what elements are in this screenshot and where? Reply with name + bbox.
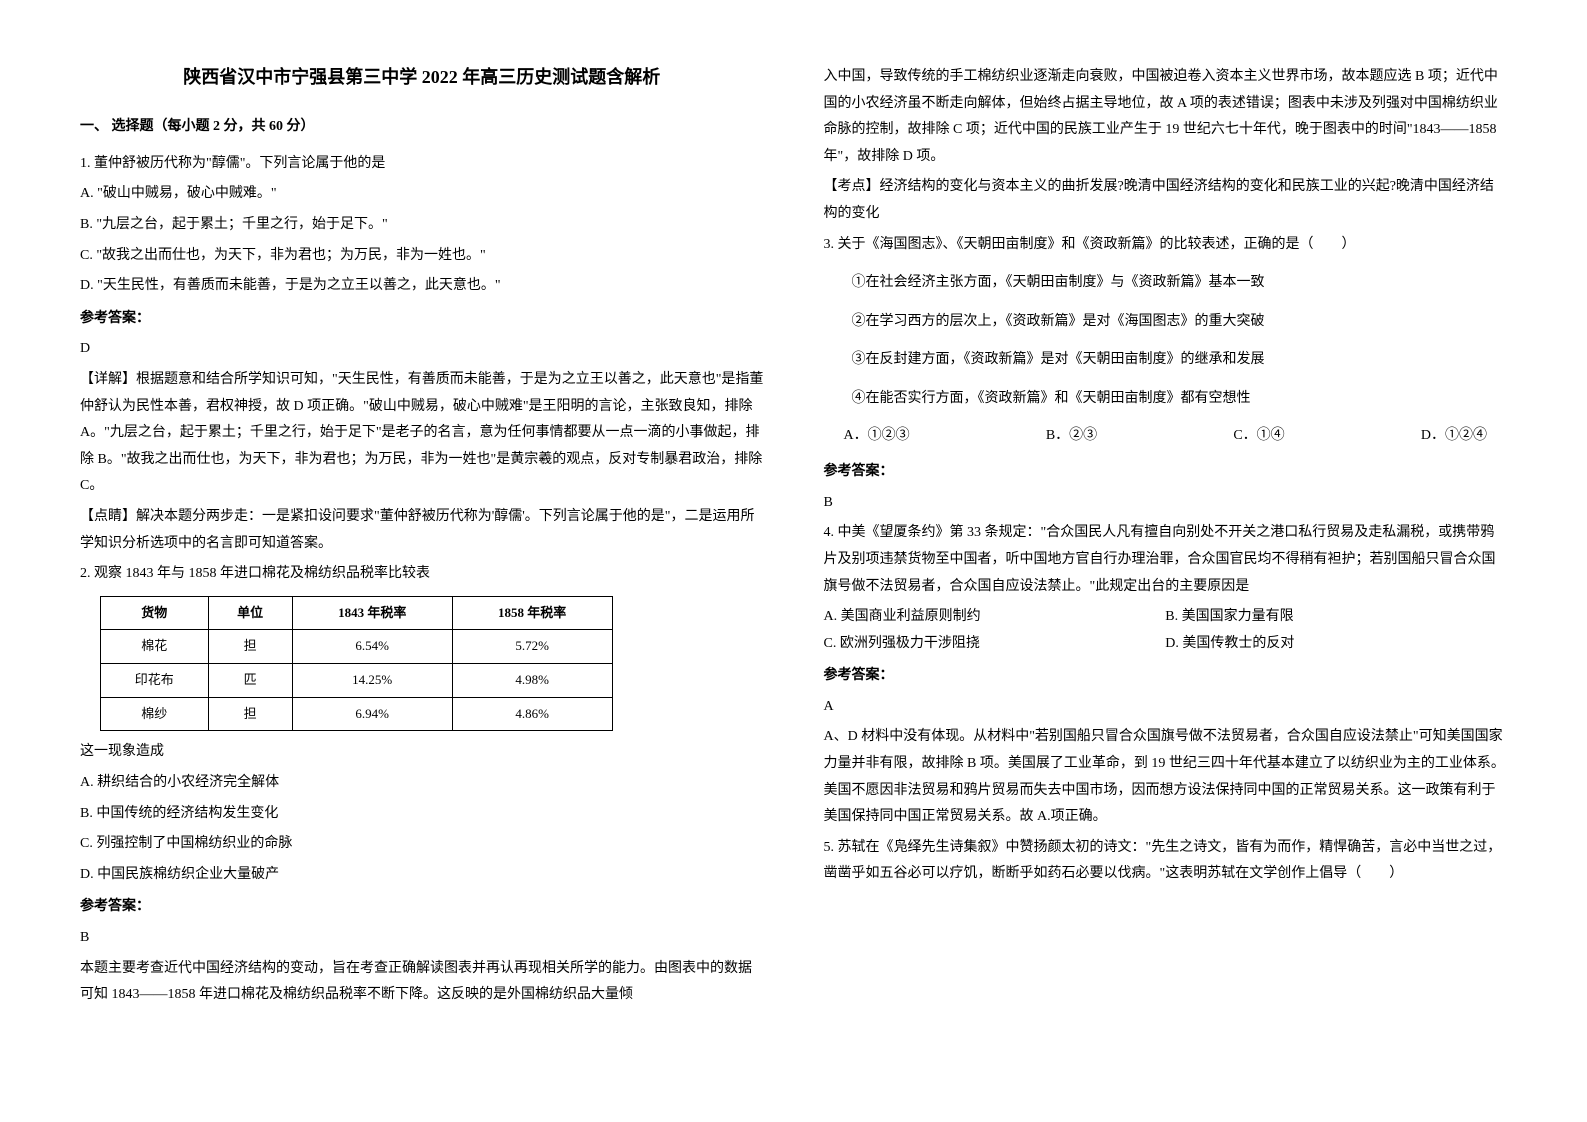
cell: 6.94% — [292, 697, 452, 731]
cell: 4.98% — [452, 664, 612, 698]
cell: 担 — [208, 630, 292, 664]
q1-option-b: B. "九层之台，起于累土；千里之行，始于足下。" — [80, 212, 764, 239]
answer-label: 参考答案： — [80, 894, 764, 921]
q2-option-d: D. 中国民族棉纺织企业大量破产 — [80, 862, 764, 889]
q2-option-c: C. 列强控制了中国棉纺织业的命脉 — [80, 831, 764, 858]
th-1: 单位 — [208, 596, 292, 630]
q2-lead: 这一现象造成 — [80, 739, 764, 766]
q4-option-b: B. 美国国家力量有限 — [1165, 604, 1507, 631]
cell: 棉花 — [101, 630, 209, 664]
answer-label: 参考答案： — [824, 459, 1508, 486]
q2-option-a: A. 耕织结合的小农经济完全解体 — [80, 770, 764, 797]
q3-statement-4: ④在能否实行方面，《资政新篇》和《天朝田亩制度》都有空想性 — [824, 386, 1508, 413]
q3-option-b: B．②③ — [1046, 423, 1097, 450]
q3-options-row: A．①②③ B．②③ C．①④ D．①②④ — [824, 423, 1508, 450]
q3-stem: 3. 关于《海国图志》、《天朝田亩制度》和《资政新篇》的比较表述，正确的是（ ） — [824, 232, 1508, 259]
cell: 棉纱 — [101, 697, 209, 731]
q2-detail-part2: 入中国，导致传统的手工棉纺织业逐渐走向衰败，中国被迫卷入资本主义世界市场，故本题… — [824, 64, 1508, 170]
q4-answer: A — [824, 694, 1508, 721]
q5-stem: 5. 苏轼在《凫绎先生诗集叙》中赞扬颜太初的诗文："先生之诗文，皆有为而作，精悍… — [824, 835, 1508, 888]
left-column: 陕西省汉中市宁强县第三中学 2022 年高三历史测试题含解析 一、 选择题（每小… — [50, 60, 794, 1062]
q3-answer: B — [824, 490, 1508, 517]
q3-statement-2: ②在学习西方的层次上，《资政新篇》是对《海国图志》的重大突破 — [824, 309, 1508, 336]
answer-label: 参考答案： — [824, 663, 1508, 690]
q2-option-b: B. 中国传统的经济结构发生变化 — [80, 801, 764, 828]
q4-detail: A、D 材料中没有体现。从材料中"若别国船只冒合众国旗号做不法贸易者，合众国自应… — [824, 724, 1508, 830]
cell: 6.54% — [292, 630, 452, 664]
q1-option-c: C. "故我之出而仕也，为天下，非为君也；为万民，非为一姓也。" — [80, 243, 764, 270]
th-2: 1843 年税率 — [292, 596, 452, 630]
q4-option-d: D. 美国传教士的反对 — [1165, 631, 1507, 658]
q2-stem: 2. 观察 1843 年与 1858 年进口棉花及棉纺织品税率比较表 — [80, 561, 764, 588]
q1-option-a: A. "破山中贼易，破心中贼难。" — [80, 181, 764, 208]
cell: 匹 — [208, 664, 292, 698]
answer-label: 参考答案： — [80, 306, 764, 333]
cell: 14.25% — [292, 664, 452, 698]
q2-table: 货物 单位 1843 年税率 1858 年税率 棉花 担 6.54% 5.72%… — [100, 596, 613, 732]
q4-option-a: A. 美国商业利益原则制约 — [824, 604, 1166, 631]
cell: 印花布 — [101, 664, 209, 698]
q1-stem: 1. 董仲舒被历代称为"醇儒"。下列言论属于他的是 — [80, 151, 764, 178]
table-row: 棉纱 担 6.94% 4.86% — [101, 697, 613, 731]
q1-answer: D — [80, 336, 764, 363]
table-row: 印花布 匹 14.25% 4.98% — [101, 664, 613, 698]
q3-option-c: C．①④ — [1233, 423, 1284, 450]
q3-statement-3: ③在反封建方面，《资政新篇》是对《天朝田亩制度》的继承和发展 — [824, 347, 1508, 374]
right-column: 入中国，导致传统的手工棉纺织业逐渐走向衰败，中国被迫卷入资本主义世界市场，故本题… — [794, 60, 1538, 1062]
document-title: 陕西省汉中市宁强县第三中学 2022 年高三历史测试题含解析 — [80, 60, 764, 94]
q2-detail-part1: 本题主要考查近代中国经济结构的变动，旨在考查正确解读图表并再认再现相关所学的能力… — [80, 956, 764, 1009]
q1-option-d: D. "天生民性，有善质而未能善，于是为之立王以善之，此天意也。" — [80, 273, 764, 300]
table-row: 棉花 担 6.54% 5.72% — [101, 630, 613, 664]
q1-detail: 【详解】根据题意和结合所学知识可知，"天生民性，有善质而未能善，于是为之立王以善… — [80, 367, 764, 500]
th-0: 货物 — [101, 596, 209, 630]
q2-answer: B — [80, 925, 764, 952]
cell: 5.72% — [452, 630, 612, 664]
q3-option-a: A．①②③ — [844, 423, 910, 450]
q3-option-d: D．①②④ — [1421, 423, 1487, 450]
th-3: 1858 年税率 — [452, 596, 612, 630]
cell: 担 — [208, 697, 292, 731]
q3-statement-1: ①在社会经济主张方面，《天朝田亩制度》与《资政新篇》基本一致 — [824, 270, 1508, 297]
q4-option-c: C. 欧洲列强极力干涉阻挠 — [824, 631, 1166, 658]
q4-options: A. 美国商业利益原则制约 B. 美国国家力量有限 C. 欧洲列强极力干涉阻挠 … — [824, 604, 1508, 657]
section-1-title: 一、 选择题（每小题 2 分，共 60 分） — [80, 114, 764, 141]
q4-stem: 4. 中美《望厦条约》第 33 条规定："合众国民人凡有擅自向别处不开关之港口私… — [824, 520, 1508, 600]
table-header-row: 货物 单位 1843 年税率 1858 年税率 — [101, 596, 613, 630]
cell: 4.86% — [452, 697, 612, 731]
q2-point: 【考点】经济结构的变化与资本主义的曲折发展?晚清中国经济结构的变化和民族工业的兴… — [824, 174, 1508, 227]
q1-hint: 【点睛】解决本题分两步走：一是紧扣设问要求"董仲舒被历代称为'醇儒'。下列言论属… — [80, 504, 764, 557]
